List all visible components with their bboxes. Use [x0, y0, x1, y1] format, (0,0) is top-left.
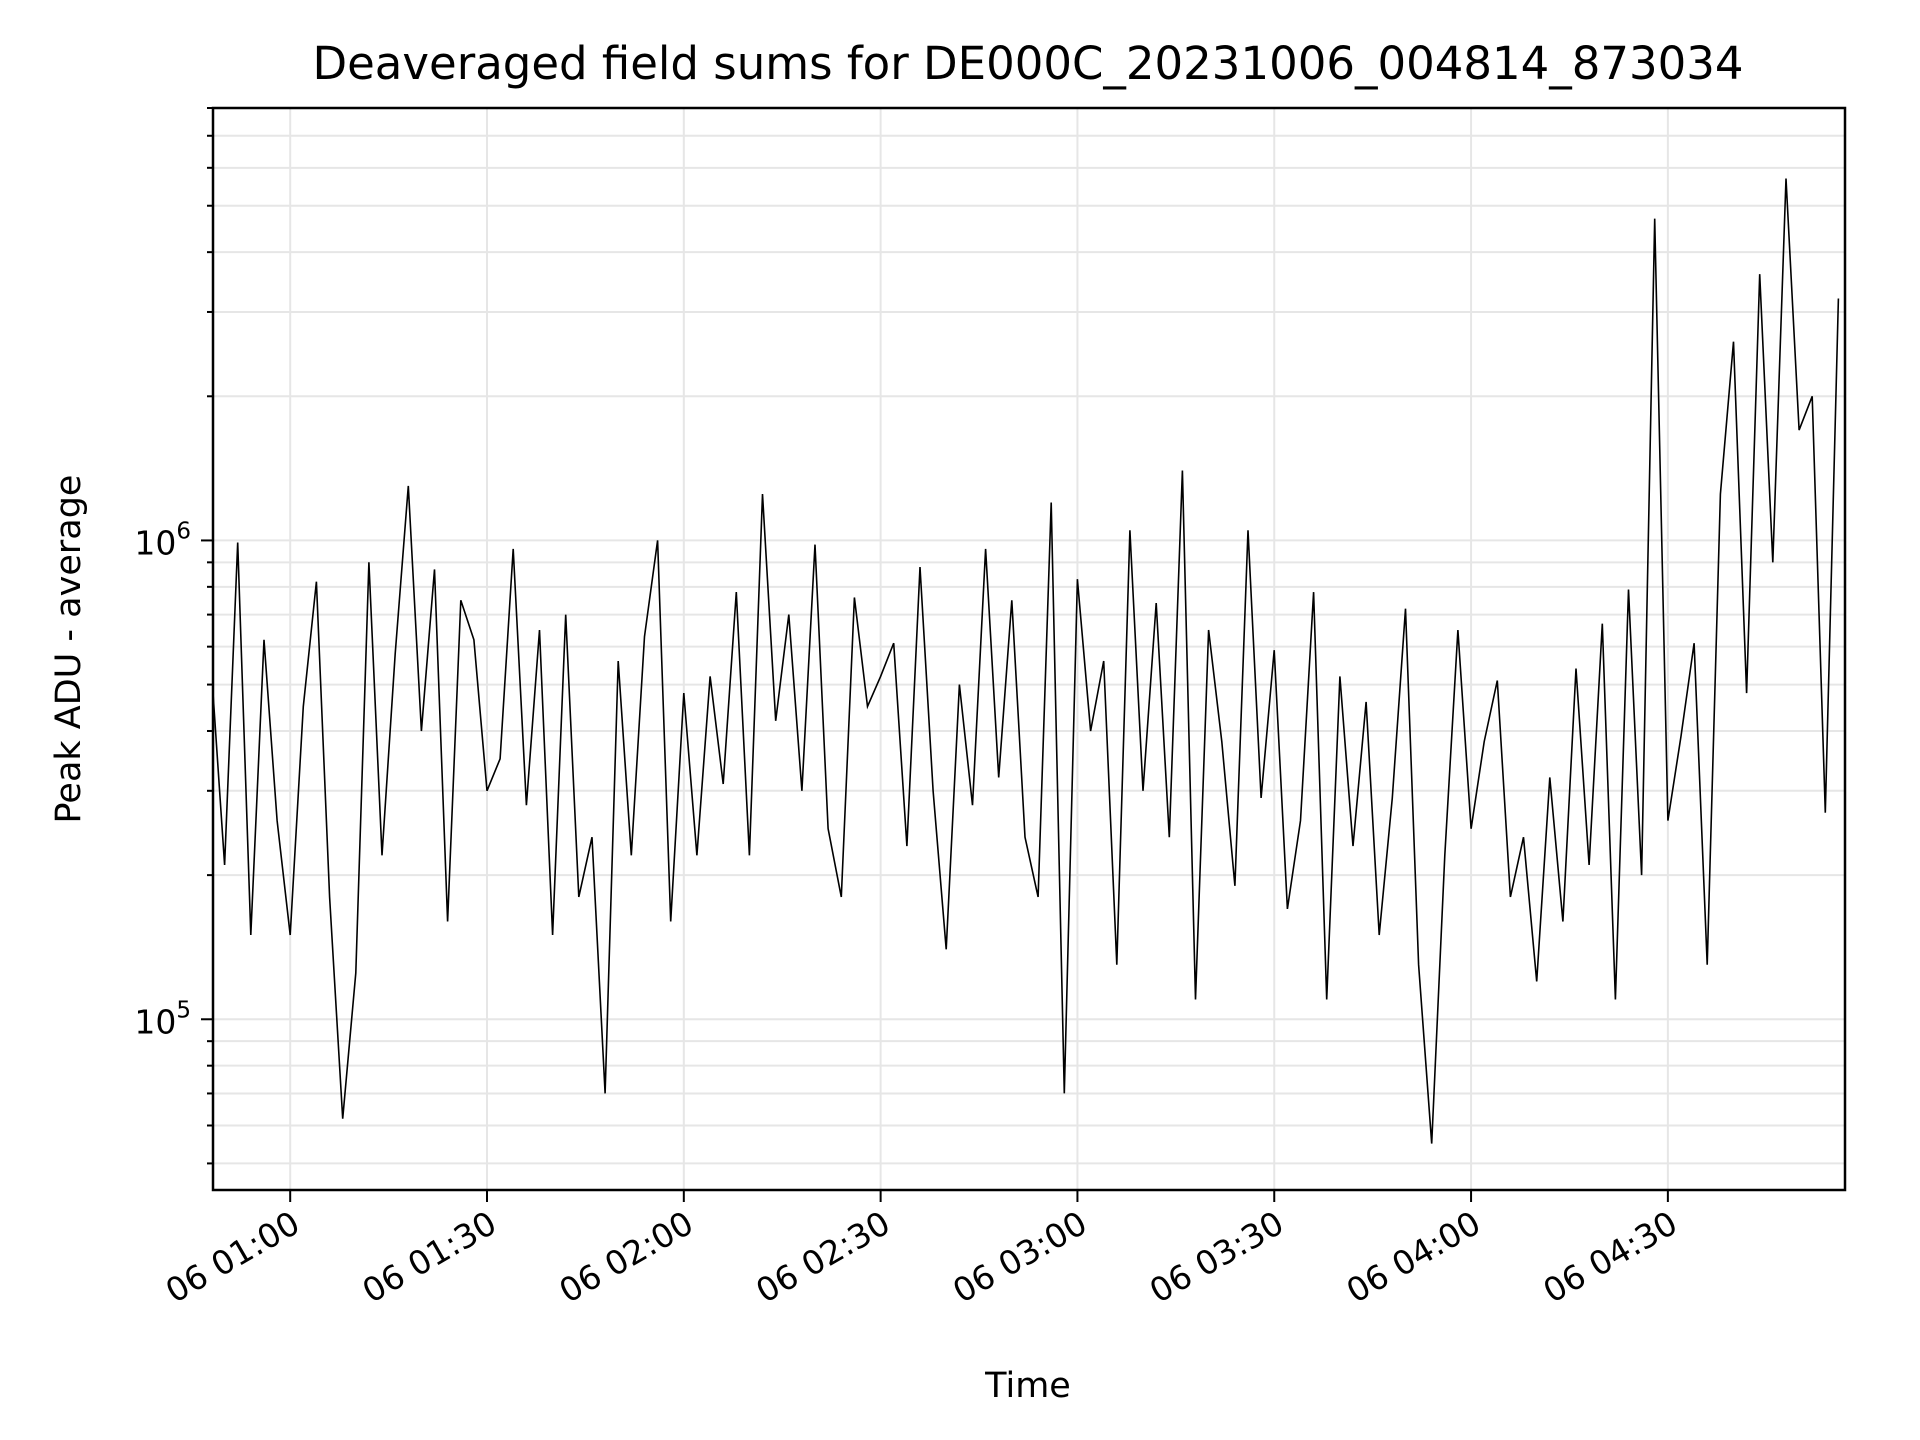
y-axis-title: Peak ADU - average: [49, 475, 89, 824]
series-line: [212, 178, 1840, 1144]
y-tick-exponent: 6: [176, 518, 191, 544]
grid-minor-y: [213, 107, 1845, 1165]
x-tick-label: 06 02:00: [552, 1203, 699, 1311]
y-tick-label: 105: [134, 997, 191, 1041]
x-axis-title: Time: [984, 1366, 1071, 1406]
grid-x: [289, 108, 1669, 1190]
x-tick-label: 06 02:30: [749, 1203, 896, 1311]
grid: [213, 107, 1845, 1190]
chart-title: Deaveraged field sums for DE000C_2023100…: [312, 37, 1743, 90]
x-tick-label: 06 04:30: [1537, 1203, 1684, 1311]
x-tick-label: 06 03:30: [1143, 1203, 1290, 1311]
x-tick-label: 06 01:00: [159, 1203, 306, 1311]
y-tick-base: 10: [134, 1002, 176, 1041]
x-axis: 06 01:00 06 01:30 06 02:00 06 02:30 06 03:00…: [159, 1190, 1684, 1311]
x-tick-label: 06 03:00: [946, 1203, 1093, 1311]
y-tick-base: 10: [134, 523, 176, 562]
grid-major-y: [213, 539, 1845, 1021]
plot-frame: [211, 106, 1847, 1192]
x-tick-label: 06 01:30: [356, 1203, 503, 1311]
y-tick-exponent: 5: [176, 997, 191, 1023]
plot-series: [212, 178, 1840, 1144]
x-tick-label: 06 04:00: [1340, 1203, 1487, 1311]
y-tick-label: 106: [134, 518, 191, 562]
